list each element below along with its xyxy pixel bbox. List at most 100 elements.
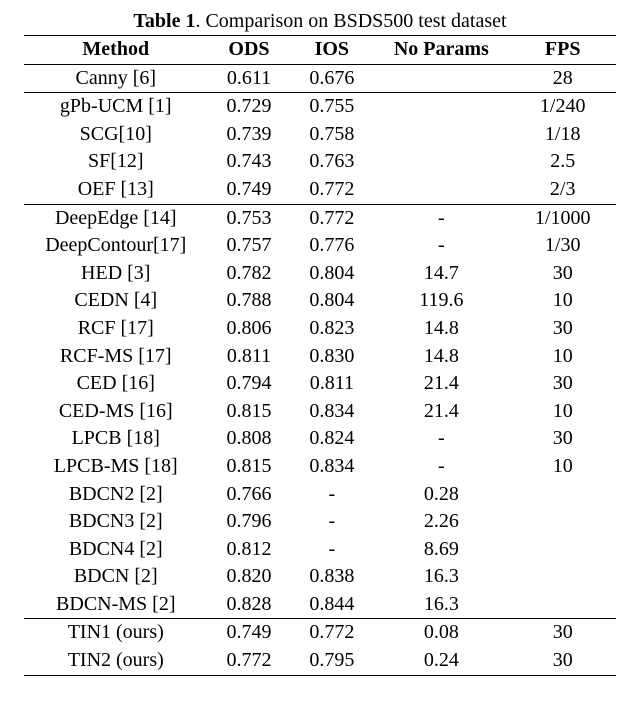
cell-fps: 30: [509, 370, 616, 398]
cell-no-params: 14.8: [373, 315, 509, 343]
cell-method: Canny [6]: [24, 64, 208, 93]
cell-ods: 0.820: [208, 563, 291, 591]
col-nop: No Params: [373, 36, 509, 65]
cell-ios: 0.838: [290, 563, 373, 591]
cell-ios: 0.804: [290, 260, 373, 288]
cell-no-params: [373, 121, 509, 149]
cell-fps: 1/18: [509, 121, 616, 149]
table-container: Table 1. Comparison on BSDS500 test data…: [0, 0, 640, 700]
cell-method: BDCN3 [2]: [24, 508, 208, 536]
cell-method: RCF-MS [17]: [24, 343, 208, 371]
cell-fps: 10: [509, 287, 616, 315]
cell-no-params: [373, 148, 509, 176]
cell-method: BDCN [2]: [24, 563, 208, 591]
cell-ios: -: [290, 481, 373, 509]
cell-method: LPCB [18]: [24, 425, 208, 453]
comparison-table: Method ODS IOS No Params FPS Canny [6]0.…: [24, 35, 616, 676]
cell-ods: 0.753: [208, 204, 291, 232]
cell-ods: 0.808: [208, 425, 291, 453]
table-row: CED-MS [16]0.8150.83421.410: [24, 398, 616, 426]
cell-method: BDCN2 [2]: [24, 481, 208, 509]
cell-ods: 0.611: [208, 64, 291, 93]
col-ods: ODS: [208, 36, 291, 65]
cell-ios: 0.755: [290, 93, 373, 121]
cell-method: LPCB-MS [18]: [24, 453, 208, 481]
table-row: CED [16]0.7940.81121.430: [24, 370, 616, 398]
cell-no-params: 0.28: [373, 481, 509, 509]
cell-ios: 0.811: [290, 370, 373, 398]
cell-method: BDCN-MS [2]: [24, 591, 208, 619]
cell-no-params: -: [373, 204, 509, 232]
cell-method: CEDN [4]: [24, 287, 208, 315]
cell-method: DeepContour[17]: [24, 232, 208, 260]
table-row: SCG[10]0.7390.7581/18: [24, 121, 616, 149]
cell-ods: 0.782: [208, 260, 291, 288]
cell-ods: 0.794: [208, 370, 291, 398]
cell-fps: 10: [509, 343, 616, 371]
table-header-row: Method ODS IOS No Params FPS: [24, 36, 616, 65]
cell-ods: 0.828: [208, 591, 291, 619]
cell-fps: 2/3: [509, 176, 616, 204]
col-ios: IOS: [290, 36, 373, 65]
table-row: gPb-UCM [1]0.7290.7551/240: [24, 93, 616, 121]
cell-no-params: 16.3: [373, 563, 509, 591]
cell-ios: -: [290, 536, 373, 564]
cell-fps: [509, 508, 616, 536]
cell-fps: 30: [509, 260, 616, 288]
cell-no-params: -: [373, 425, 509, 453]
cell-ios: 0.823: [290, 315, 373, 343]
table-caption: Table 1. Comparison on BSDS500 test data…: [24, 10, 616, 33]
cell-method: HED [3]: [24, 260, 208, 288]
cell-method: DeepEdge [14]: [24, 204, 208, 232]
cell-fps: [509, 536, 616, 564]
cell-ods: 0.757: [208, 232, 291, 260]
cell-fps: 2.5: [509, 148, 616, 176]
cell-no-params: [373, 64, 509, 93]
table-row: RCF-MS [17]0.8110.83014.810: [24, 343, 616, 371]
cell-ios: -: [290, 508, 373, 536]
table-row: BDCN-MS [2]0.8280.84416.3: [24, 591, 616, 619]
table-row: BDCN [2]0.8200.83816.3: [24, 563, 616, 591]
col-method: Method: [24, 36, 208, 65]
cell-ods: 0.749: [208, 176, 291, 204]
cell-method: BDCN4 [2]: [24, 536, 208, 564]
table-row: DeepEdge [14]0.7530.772-1/1000: [24, 204, 616, 232]
cell-method: TIN2 (ours): [24, 647, 208, 675]
col-fps: FPS: [509, 36, 616, 65]
cell-no-params: [373, 176, 509, 204]
cell-ods: 0.806: [208, 315, 291, 343]
cell-ods: 0.812: [208, 536, 291, 564]
cell-method: CED [16]: [24, 370, 208, 398]
table-row: LPCB-MS [18]0.8150.834-10: [24, 453, 616, 481]
cell-ods: 0.815: [208, 453, 291, 481]
cell-fps: 30: [509, 647, 616, 675]
cell-fps: [509, 563, 616, 591]
table-row: TIN1 (ours)0.7490.7720.0830: [24, 619, 616, 647]
cell-no-params: 14.8: [373, 343, 509, 371]
table-row: BDCN4 [2]0.812-8.69: [24, 536, 616, 564]
cell-fps: 10: [509, 453, 616, 481]
cell-ods: 0.749: [208, 619, 291, 647]
cell-fps: 30: [509, 315, 616, 343]
cell-ios: 0.834: [290, 398, 373, 426]
cell-ios: 0.844: [290, 591, 373, 619]
table-row: Canny [6]0.6110.67628: [24, 64, 616, 93]
cell-ios: 0.830: [290, 343, 373, 371]
cell-ods: 0.766: [208, 481, 291, 509]
table-row: DeepContour[17]0.7570.776-1/30: [24, 232, 616, 260]
cell-ios: 0.776: [290, 232, 373, 260]
cell-ios: 0.763: [290, 148, 373, 176]
cell-ods: 0.729: [208, 93, 291, 121]
cell-no-params: 16.3: [373, 591, 509, 619]
cell-ios: 0.772: [290, 619, 373, 647]
cell-no-params: -: [373, 232, 509, 260]
cell-ods: 0.772: [208, 647, 291, 675]
cell-ods: 0.815: [208, 398, 291, 426]
cell-ios: 0.758: [290, 121, 373, 149]
cell-fps: 1/30: [509, 232, 616, 260]
cell-no-params: 8.69: [373, 536, 509, 564]
cell-method: SF[12]: [24, 148, 208, 176]
table-row: CEDN [4]0.7880.804119.610: [24, 287, 616, 315]
cell-ios: 0.772: [290, 204, 373, 232]
cell-ods: 0.811: [208, 343, 291, 371]
